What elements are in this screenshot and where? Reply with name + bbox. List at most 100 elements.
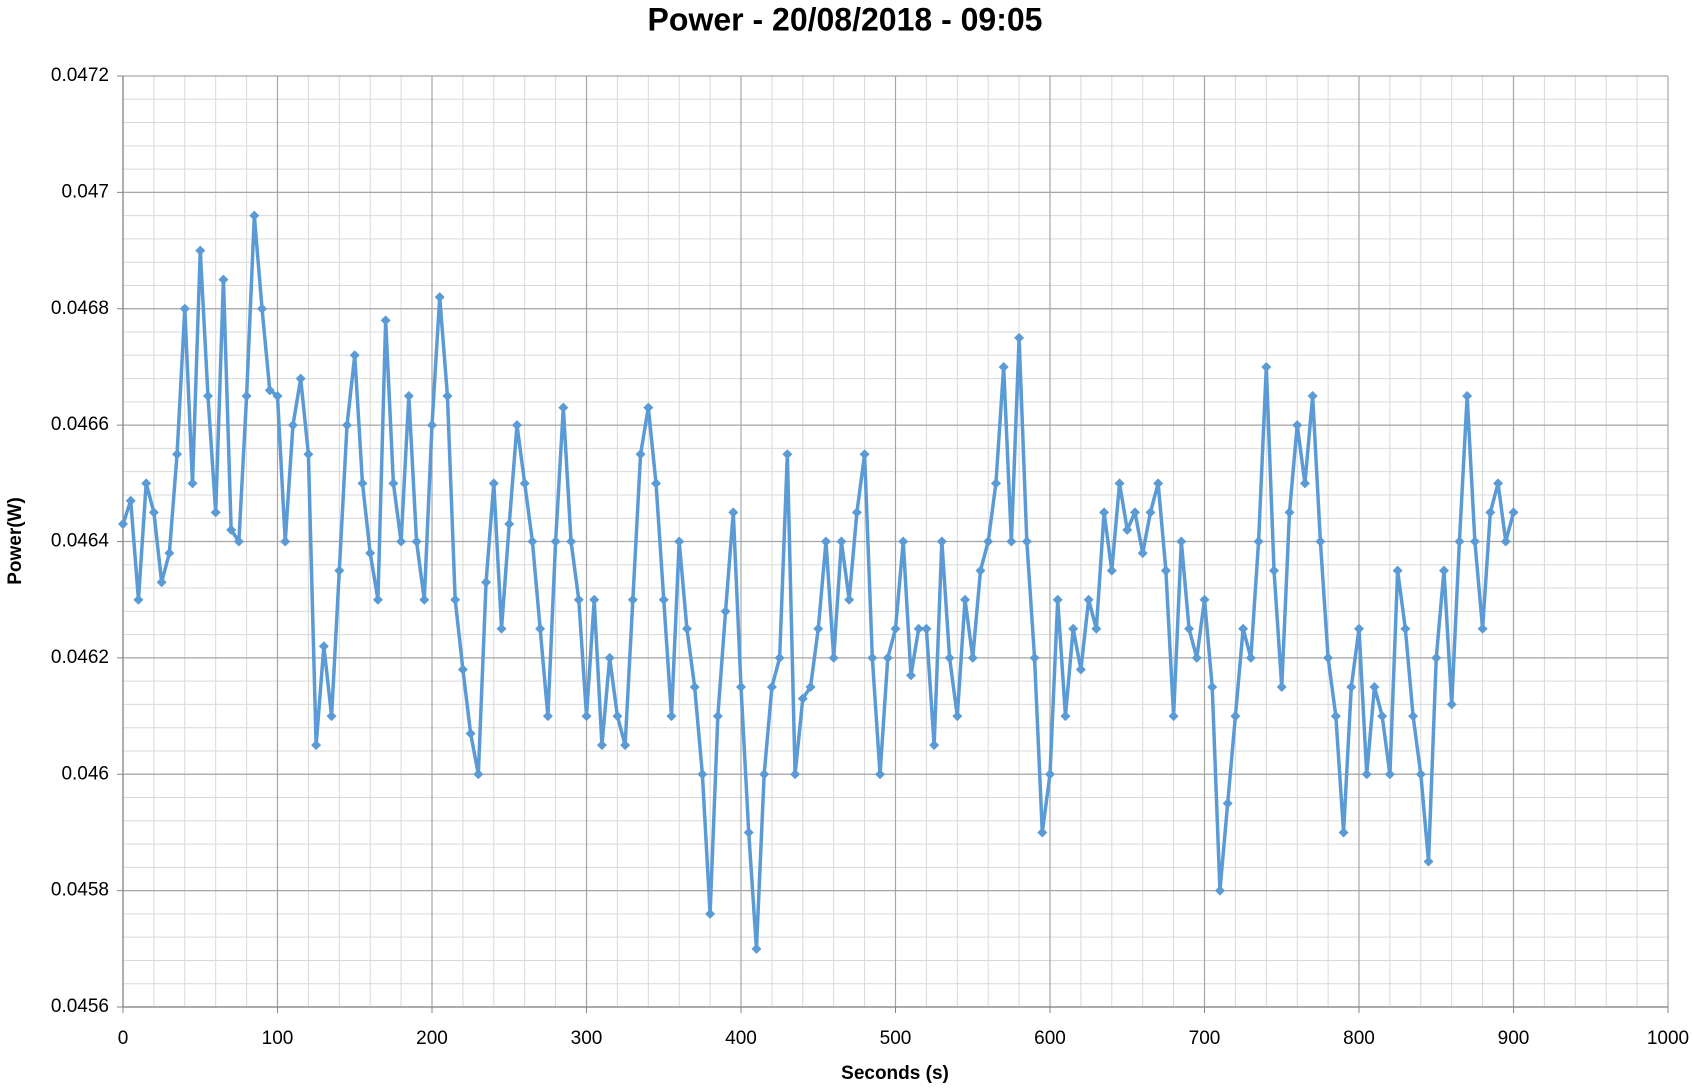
y-tick-label: 0.0464	[51, 531, 110, 552]
data-point	[542, 711, 553, 722]
data-point	[589, 594, 600, 605]
x-tick-label: 600	[1034, 1028, 1066, 1049]
data-point	[1261, 361, 1272, 372]
data-point	[983, 536, 994, 547]
data-point	[118, 519, 128, 530]
data-point	[349, 350, 360, 361]
data-point	[241, 391, 252, 402]
data-point	[728, 507, 739, 518]
data-point	[1191, 652, 1202, 663]
data-point	[496, 623, 507, 634]
data-point	[882, 652, 893, 663]
data-point	[218, 274, 229, 285]
data-point	[511, 420, 522, 431]
data-point	[550, 536, 561, 547]
data-point	[1222, 798, 1233, 809]
data-point	[774, 652, 785, 663]
data-point	[156, 577, 167, 588]
data-point	[1006, 536, 1017, 547]
data-point	[1330, 711, 1341, 722]
data-point	[303, 449, 314, 460]
data-point	[1292, 420, 1303, 431]
data-point	[1493, 478, 1504, 489]
y-tick-label: 0.0468	[51, 298, 109, 319]
series-line	[121, 213, 1516, 951]
data-point	[751, 943, 762, 954]
data-point	[148, 507, 159, 518]
x-tick-label: 200	[416, 1028, 448, 1049]
data-point	[226, 524, 237, 535]
data-point	[573, 594, 584, 605]
data-point	[388, 478, 399, 489]
data-point	[473, 769, 484, 780]
data-point	[1106, 565, 1117, 576]
data-point	[179, 303, 190, 314]
data-point	[913, 623, 924, 634]
y-tick-label: 0.0466	[51, 414, 109, 435]
data-point	[1052, 594, 1063, 605]
data-point	[380, 315, 391, 326]
data-point	[210, 507, 221, 518]
data-point	[133, 594, 144, 605]
data-point	[164, 548, 175, 559]
data-point	[766, 681, 777, 692]
data-point	[921, 623, 932, 634]
data-point	[1021, 536, 1032, 547]
data-point	[1485, 507, 1496, 518]
data-point	[681, 623, 692, 634]
y-tick-label: 0.046	[61, 763, 109, 784]
data-point	[1068, 623, 1079, 634]
data-point	[1122, 524, 1133, 535]
data-point	[326, 711, 337, 722]
data-point	[720, 606, 731, 617]
data-point	[612, 711, 623, 722]
data-point	[944, 652, 955, 663]
data-point	[1415, 769, 1426, 780]
data-point	[1029, 652, 1040, 663]
grid	[122, 75, 1669, 1008]
data-point	[1338, 827, 1349, 838]
data-point	[1083, 594, 1094, 605]
data-point	[967, 652, 978, 663]
data-point	[975, 565, 986, 576]
data-point	[1037, 827, 1048, 838]
data-point	[627, 594, 638, 605]
data-point	[488, 478, 499, 489]
data-point	[1129, 507, 1140, 518]
data-point	[1114, 478, 1125, 489]
data-point	[202, 391, 213, 402]
data-point	[272, 391, 283, 402]
x-tick-label: 0	[118, 1028, 129, 1049]
data-point	[481, 577, 492, 588]
data-point	[604, 652, 615, 663]
data-point	[697, 769, 708, 780]
data-point	[1245, 652, 1256, 663]
data-point	[1462, 391, 1473, 402]
data-point	[658, 594, 669, 605]
data-point	[195, 245, 206, 256]
data-point	[372, 594, 383, 605]
data-point	[905, 670, 916, 681]
data-point	[890, 623, 901, 634]
data-point	[1469, 536, 1480, 547]
data-point	[434, 292, 445, 303]
data-point	[743, 827, 754, 838]
y-tick-label: 0.047	[61, 181, 109, 202]
data-point	[1160, 565, 1171, 576]
data-point	[836, 536, 847, 547]
data-point	[1214, 885, 1225, 896]
data-point	[797, 693, 808, 704]
data-point	[1184, 623, 1195, 634]
data-point	[828, 652, 839, 663]
data-point	[1477, 623, 1488, 634]
data-point	[1431, 652, 1442, 663]
data-point	[287, 420, 298, 431]
y-tick-label: 0.0458	[51, 880, 109, 901]
data-point	[1060, 711, 1071, 722]
data-point	[1091, 623, 1102, 634]
data-point	[666, 711, 677, 722]
data-point	[1284, 507, 1295, 518]
data-point	[311, 740, 322, 751]
data-point	[790, 769, 801, 780]
data-point	[1199, 594, 1210, 605]
